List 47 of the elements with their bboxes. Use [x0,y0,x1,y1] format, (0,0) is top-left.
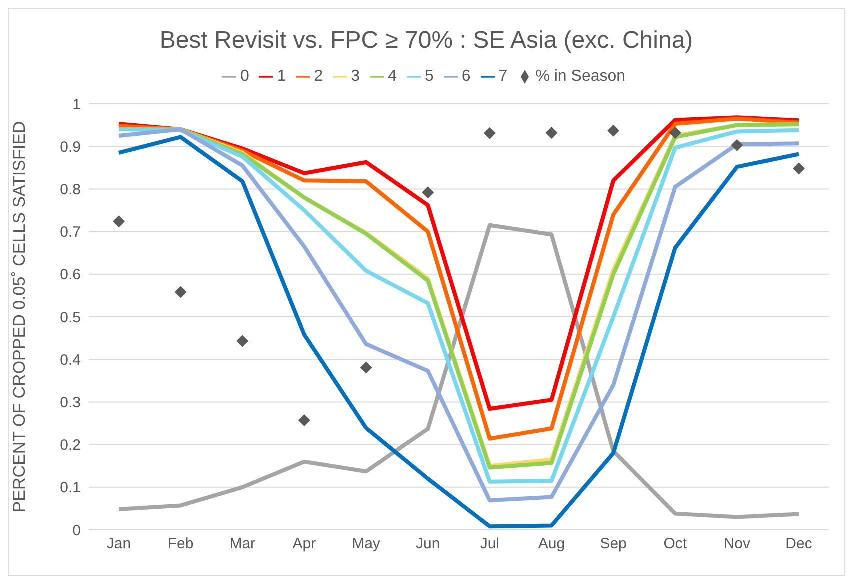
point [298,414,310,427]
line-series [117,223,801,520]
point [669,126,682,139]
x-tick-label: Dec [786,536,813,553]
y-tick-label: 0.3 [60,394,81,412]
legend-label: 2 [314,68,324,85]
point [608,124,620,137]
point [360,362,372,374]
x-tick-label: Apr [292,536,316,553]
y-tick-label: 1 [72,96,81,114]
x-tick-label: Sep [600,536,627,553]
legend-label: % in Season [536,68,626,85]
legend-label: 3 [351,68,360,85]
y-tick-label: 0.2 [60,437,81,454]
point [484,127,496,140]
point [422,186,434,199]
point [731,139,744,152]
legend-label: 1 [277,68,286,85]
point [546,126,558,139]
y-tick-label: 0.5 [60,309,81,326]
point [793,162,805,175]
y-axis-title: PERCENT OF CROPPED 0.05˚ CELLS SATISFIED [10,121,30,513]
x-tick-label: May [352,536,381,553]
y-tick-label: 0.9 [60,138,81,156]
y-tick-label: 0.7 [60,224,81,242]
x-tick-label: Aug [538,536,566,553]
point [174,286,187,298]
y-tick-label: 0.4 [60,352,81,369]
x-tick-label: Jan [106,536,132,553]
y-tick-label: 0 [72,522,81,540]
x-tick-label: Oct [664,536,688,553]
x-tick-label: Nov [724,536,752,553]
x-tick-label: Mar [230,536,256,553]
legend-label: 5 [424,68,434,85]
y-tick-label: 0.6 [60,266,81,284]
legend-label: 0 [240,68,250,85]
y-tick-label: 0.1 [60,480,81,497]
y-tick-label: 0.8 [60,182,81,199]
legend-label: 6 [462,68,471,85]
point [113,216,125,228]
legend-label: 4 [388,68,397,85]
point [236,335,249,348]
x-tick-label: Jul [480,536,500,553]
x-tick-label: Jun [416,536,440,553]
x-tick-label: Feb [168,536,194,553]
legend-label: 7 [498,68,508,85]
chart-title: Best Revisit vs. FPC ≥ 70% : SE Asia (exc. China) [158,26,694,56]
